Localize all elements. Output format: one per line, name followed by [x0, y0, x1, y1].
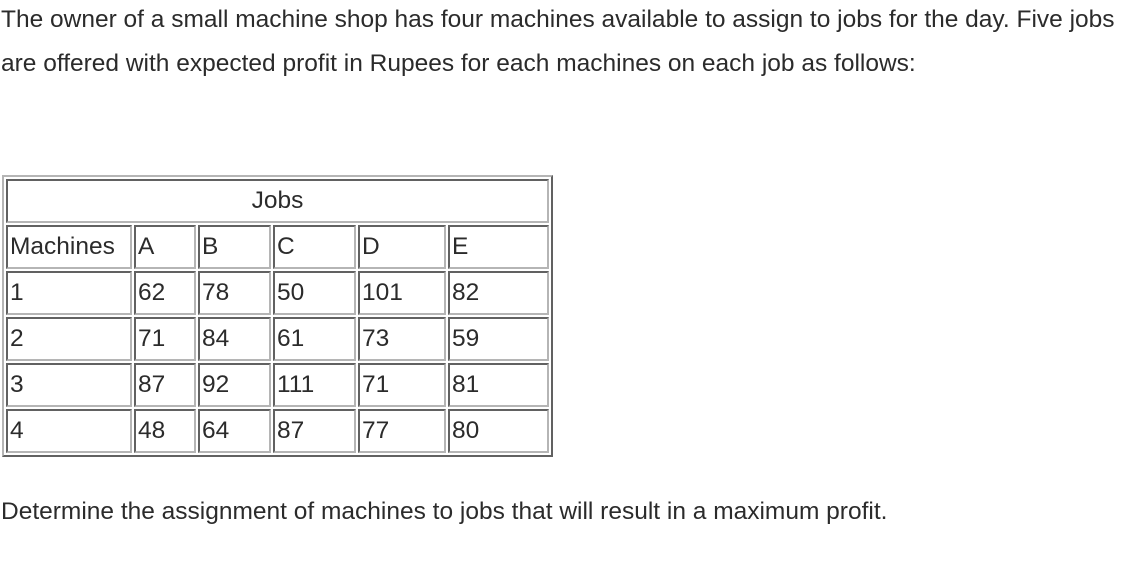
- table-row: 2 71 84 61 73 59: [6, 317, 549, 361]
- profit-cell: 64: [198, 409, 271, 453]
- profit-cell: 87: [273, 409, 356, 453]
- profit-cell: 77: [358, 409, 446, 453]
- profit-cell: 80: [448, 409, 549, 453]
- profit-cell: 87: [134, 363, 196, 407]
- problem-intro-text: The owner of a small machine shop has fo…: [1, 6, 1115, 77]
- machine-label: 1: [6, 271, 132, 315]
- profit-cell: 73: [358, 317, 446, 361]
- machine-label: 3: [6, 363, 132, 407]
- header-job-d: D: [358, 225, 446, 269]
- header-machines: Machines: [6, 225, 132, 269]
- table-header-row: Machines A B C D E: [6, 225, 549, 269]
- profit-cell: 62: [134, 271, 196, 315]
- table-caption-jobs: Jobs: [6, 179, 549, 223]
- header-job-b: B: [198, 225, 271, 269]
- profit-cell: 84: [198, 317, 271, 361]
- profit-cell: 48: [134, 409, 196, 453]
- machine-label: 2: [6, 317, 132, 361]
- profit-cell: 101: [358, 271, 446, 315]
- profit-table: Jobs Machines A B C D E 1 62 78 50 101 8…: [2, 175, 553, 457]
- profit-cell: 92: [198, 363, 271, 407]
- table-caption-row: Jobs: [6, 179, 549, 223]
- profit-cell: 71: [134, 317, 196, 361]
- profit-cell: 50: [273, 271, 356, 315]
- profit-cell: 71: [358, 363, 446, 407]
- profit-cell: 81: [448, 363, 549, 407]
- profit-cell: 82: [448, 271, 549, 315]
- header-job-a: A: [134, 225, 196, 269]
- machine-label: 4: [6, 409, 132, 453]
- problem-question-text: Determine the assignment of machines to …: [1, 498, 888, 525]
- table-row: 1 62 78 50 101 82: [6, 271, 549, 315]
- table-row: 4 48 64 87 77 80: [6, 409, 549, 453]
- profit-cell: 61: [273, 317, 356, 361]
- table-row: 3 87 92 111 71 81: [6, 363, 549, 407]
- profit-cell: 78: [198, 271, 271, 315]
- header-job-c: C: [273, 225, 356, 269]
- profit-cell: 111: [273, 363, 356, 407]
- profit-cell: 59: [448, 317, 549, 361]
- header-job-e: E: [448, 225, 549, 269]
